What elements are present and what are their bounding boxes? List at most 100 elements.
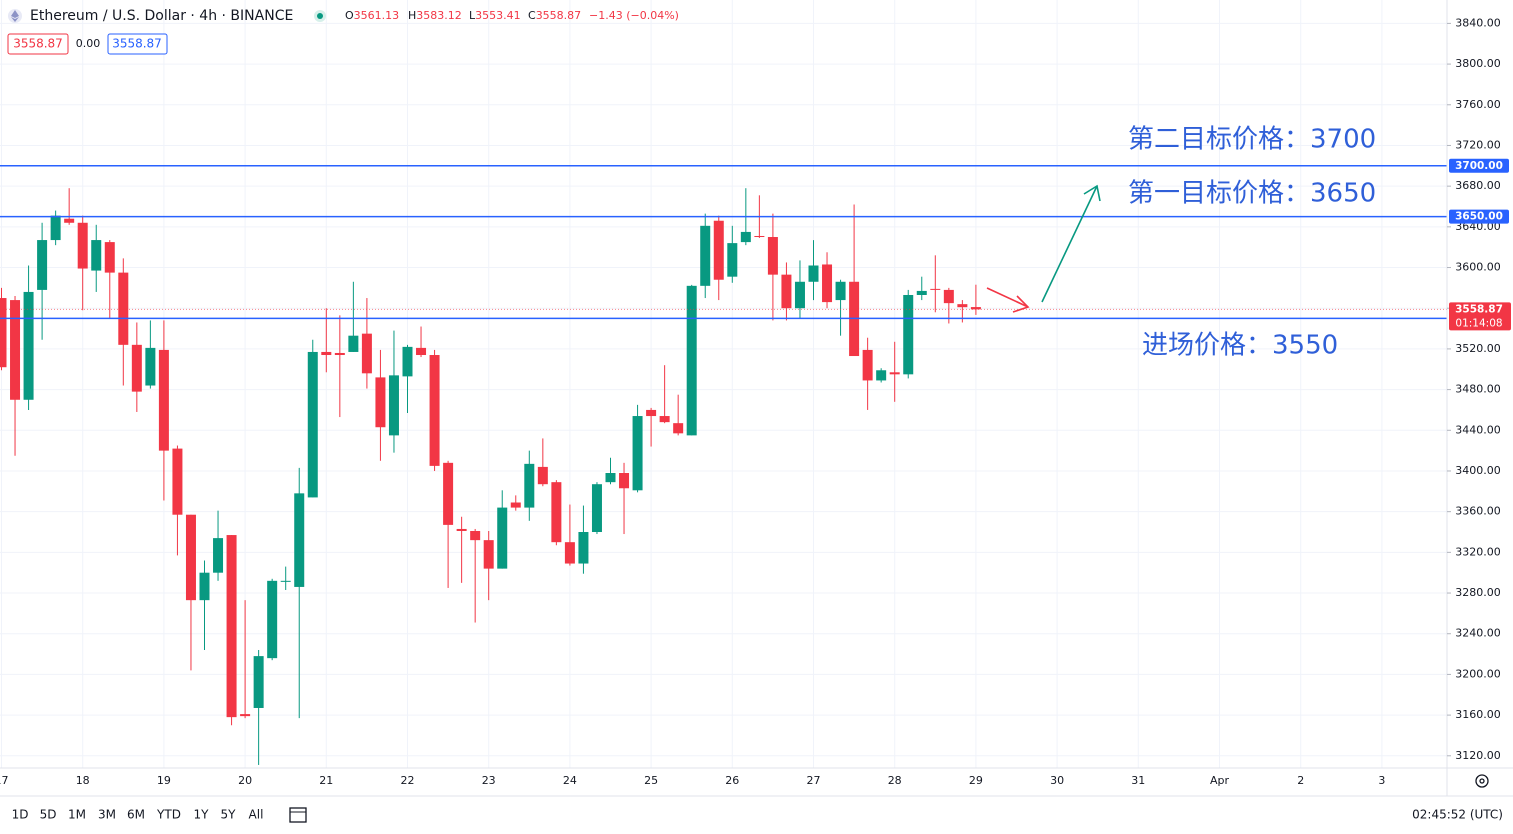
x-tick-label: 17 — [0, 774, 9, 787]
candle-body — [443, 462, 454, 525]
y-tick-label: 3240.00 — [1455, 627, 1501, 640]
x-tick-label: 29 — [969, 774, 983, 787]
candle-body — [497, 507, 508, 569]
candle-body — [632, 416, 643, 491]
candle-body — [145, 347, 156, 386]
candle-body — [158, 349, 169, 451]
range-button[interactable]: 5D — [40, 808, 57, 822]
candle-body — [916, 290, 927, 295]
candle-body — [77, 222, 88, 269]
level-label: 3650.00 — [1455, 211, 1503, 223]
x-tick-label: 27 — [807, 774, 821, 787]
level-label: 3700.00 — [1455, 160, 1503, 172]
candle-body — [822, 264, 833, 303]
change: −1.43 (−0.04%) — [589, 9, 679, 22]
ohlc-value: 3558.87 — [536, 9, 582, 22]
range-button[interactable]: 6M — [127, 808, 145, 822]
candle-body — [104, 242, 115, 273]
y-tick-label: 3120.00 — [1455, 749, 1501, 762]
plot — [0, 165, 1447, 765]
x-tick-label: 18 — [76, 774, 90, 787]
y-tick-label: 3800.00 — [1455, 57, 1501, 70]
candle-body — [537, 466, 548, 485]
red-arrow — [986, 287, 1030, 313]
candle-body — [280, 580, 291, 582]
candle-body — [740, 231, 751, 243]
ohlc-key: C — [528, 9, 536, 22]
y-tick-label: 3360.00 — [1455, 505, 1501, 518]
range-button[interactable]: 1Y — [194, 808, 210, 822]
range-button[interactable]: 5Y — [221, 808, 237, 822]
candle-body — [524, 463, 535, 508]
candle-body — [348, 335, 359, 352]
candle-body — [50, 215, 61, 241]
candle-body — [375, 377, 386, 428]
candle-body — [470, 530, 481, 541]
candle-body — [591, 484, 602, 533]
candle-body — [862, 349, 873, 381]
candle-body — [510, 502, 521, 508]
candle-body — [659, 416, 670, 423]
calendar-icon[interactable] — [289, 807, 307, 823]
ohlc-value: 3583.12 — [416, 9, 462, 22]
annotation: 第一目标价格：3650 — [1128, 179, 1376, 209]
candle-body — [64, 218, 75, 223]
candle-body — [903, 294, 914, 375]
candle-body — [673, 423, 684, 434]
y-tick-label: 3400.00 — [1455, 464, 1501, 477]
candle-body — [686, 285, 697, 436]
symbol-title: Ethereum / U.S. Dollar · 4h · BINANCE — [30, 8, 293, 24]
ohlc-item: L3553.41 — [469, 9, 521, 22]
candle-body — [700, 225, 711, 286]
y-tick-label: 3720.00 — [1455, 138, 1501, 151]
candle-body — [970, 307, 981, 310]
x-tick-label: 28 — [888, 774, 902, 787]
candle-body — [876, 370, 887, 381]
candle-body — [727, 243, 738, 277]
range-button[interactable]: 1M — [68, 808, 86, 822]
range-button[interactable]: YTD — [156, 808, 181, 822]
candle-body — [213, 538, 224, 573]
annotation: 进场价格：3550 — [1142, 331, 1338, 361]
candle-body — [835, 281, 846, 301]
ohlc-value: 3553.41 — [475, 9, 521, 22]
y-tick-label: 3320.00 — [1455, 545, 1501, 558]
candle-body — [321, 351, 332, 356]
y-tick-label: 3280.00 — [1455, 586, 1501, 599]
range-button[interactable]: All — [249, 808, 264, 822]
ohlc-value: 3561.13 — [354, 9, 400, 22]
candle-body — [808, 265, 819, 282]
candle-body — [402, 346, 413, 377]
y-tick-label: 3160.00 — [1455, 708, 1501, 721]
x-tick-label: 31 — [1131, 774, 1145, 787]
x-tick-label: 30 — [1050, 774, 1064, 787]
candle-body — [267, 580, 278, 659]
candle-body — [416, 347, 427, 356]
candle-body — [37, 240, 48, 290]
candle-body — [185, 514, 196, 601]
range-button[interactable]: 3M — [98, 808, 116, 822]
ask-box — [107, 33, 168, 55]
x-tick-label: 23 — [482, 774, 496, 787]
x-tick-label: 25 — [644, 774, 658, 787]
candle-body — [456, 528, 467, 531]
clock: 02:45:52 (UTC) — [1412, 808, 1503, 822]
candle-body — [619, 473, 630, 489]
candle-body — [23, 291, 34, 400]
candle-body — [943, 289, 954, 304]
y-tick-label: 3200.00 — [1455, 667, 1501, 680]
x-tick-label: 22 — [401, 774, 415, 787]
candle-body — [957, 304, 968, 308]
candle-body — [551, 482, 562, 543]
y-tick-label: 3440.00 — [1455, 423, 1501, 436]
ohlc-item: O3561.13 — [345, 9, 399, 22]
candle-body — [754, 235, 765, 238]
range-button[interactable]: 1D — [12, 808, 29, 822]
y-tick-label: 3600.00 — [1455, 261, 1501, 274]
countdown: 01:14:08 — [1455, 317, 1502, 329]
candle-body — [226, 535, 237, 718]
y-tick-label: 3840.00 — [1455, 16, 1501, 29]
settings-icon[interactable] — [1475, 774, 1489, 788]
annotation: 第二目标价格：3700 — [1128, 125, 1376, 155]
